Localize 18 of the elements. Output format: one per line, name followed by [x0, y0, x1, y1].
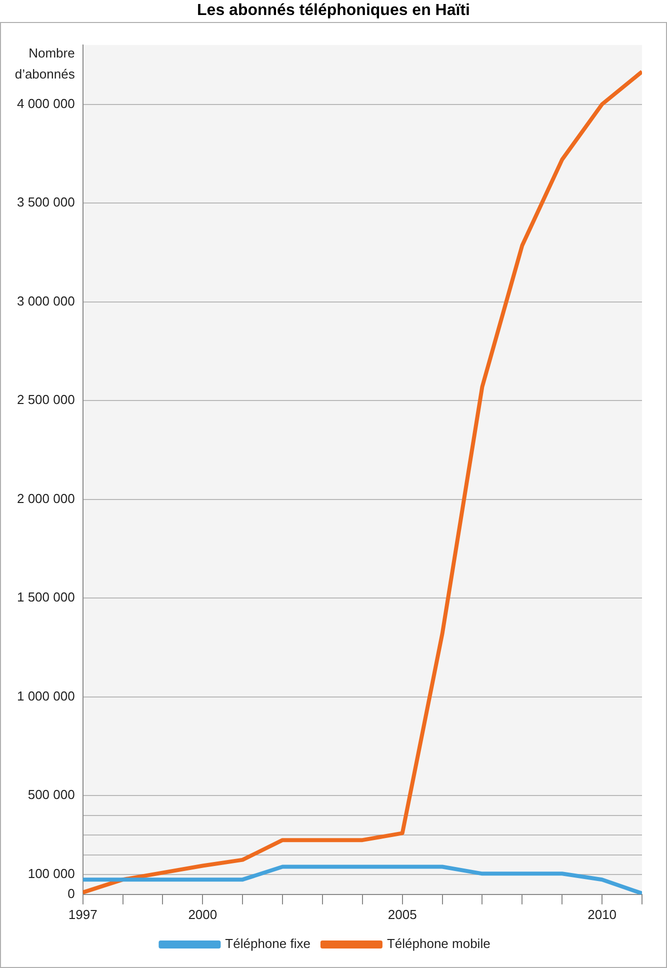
- y-tick-label: 2 500 000: [16, 392, 75, 408]
- y-axis-title: Nombre d’abonnés: [14, 46, 76, 82]
- legend-label: Téléphone fixe: [225, 936, 310, 952]
- y-tick-label: 500 000: [28, 787, 75, 802]
- x-tick-label: 1997: [68, 906, 98, 922]
- y-tick-label: 4 000 000: [16, 96, 75, 111]
- y-tick-label: 3 500 000: [16, 194, 75, 210]
- y-tick-label: 1 000 000: [16, 688, 75, 704]
- x-tick-label: 2005: [388, 906, 417, 922]
- x-tick-label: 2010: [588, 906, 617, 922]
- y-tick-label: 1 500 000: [16, 590, 75, 605]
- chart-title: Les abonnés téléphoniques en Haïti: [196, 1, 471, 21]
- x-tick-label: 2000: [188, 906, 218, 922]
- y-tick-label: 0: [68, 886, 75, 901]
- y-tick-label: 3 000 000: [16, 293, 75, 308]
- legend-label: Téléphone mobile: [386, 936, 490, 952]
- y-tick-label: 2 000 000: [16, 490, 75, 506]
- y-tick-label: 100 000: [28, 866, 75, 882]
